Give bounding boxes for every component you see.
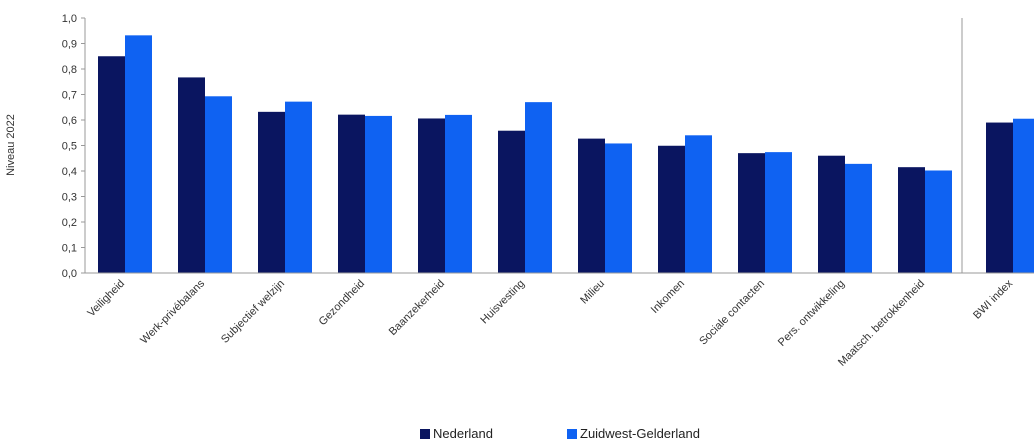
legend-swatch-nederland [420,429,430,439]
bar-zuidwest-gelderland [1013,118,1034,273]
bar-zuidwest-gelderland [845,163,872,273]
bar-zuidwest-gelderland [445,114,472,274]
x-axis-labels: Veiligheid Werk-privébalans Subjectief wel… [85,277,1015,368]
y-tick-label: 0,3 [62,192,77,204]
x-tick-label: Baanzekerheid [387,278,447,338]
bar-nederland [986,122,1013,273]
bar-nederland [738,153,765,273]
bar-zuidwest-gelderland [925,170,952,273]
y-tick-label: 0,5 [62,141,77,153]
x-tick-label: Gezondheid [317,278,367,328]
bar-nederland [98,56,125,273]
x-tick-label: Pers. ontwikkeling [776,278,847,349]
bar-nederland [258,111,285,273]
legend-swatch-zuidwest-gelderland [567,429,577,439]
bar-zuidwest-gelderland [285,101,312,273]
x-tick-label: Werk-privébalans [138,277,207,346]
legend-label-nederland: Nederland [433,426,493,441]
y-tick-label: 1,0 [62,13,77,25]
y-tick-label: 0,1 [62,243,77,255]
bar-zuidwest-gelderland [765,152,792,273]
bar-nederland [418,118,445,273]
bar-nederland [898,167,925,273]
y-tick-label: 0,2 [62,217,77,229]
x-tick-label: Subjectief welzijn [219,278,287,346]
bar-nederland [178,77,205,273]
bars [98,35,1034,274]
bar-zuidwest-gelderland [685,135,712,273]
y-tick-label: 0,6 [62,115,77,127]
y-tick-label: 0,0 [62,268,77,280]
x-tick-label: Huisvesting [478,278,527,327]
bar-zuidwest-gelderland [205,96,232,273]
y-tick-label: 0,8 [62,64,77,76]
x-tick-label: Inkomen [649,278,687,316]
axes [84,18,1034,274]
legend: Nederland Zuidwest-Gelderland [420,426,700,441]
x-tick-label: Sociale contacten [697,278,767,348]
y-tick-label: 0,9 [62,39,77,51]
bar-zuidwest-gelderland [525,102,552,274]
y-tick-label: 0,7 [62,90,77,102]
x-tick-label: Veiligheid [85,278,127,320]
x-tick-label: Milieu [578,278,607,307]
y-axis-ticks: 0,0 0,1 0,2 0,3 0,4 0,5 0,6 0,7 0,8 0,9 1,0 [62,13,85,280]
bar-zuidwest-gelderland [125,35,152,274]
y-axis-label: Niveau 2022 [5,114,17,176]
legend-label-zuidwest-gelderland: Zuidwest-Gelderland [580,426,700,441]
x-tick-label: Maatsch. betrokkenheid [836,278,927,369]
y-tick-label: 0,4 [62,166,77,178]
bar-nederland [658,145,685,273]
bar-zuidwest-gelderland [365,115,392,273]
bar-nederland [578,138,605,273]
x-tick-label: BWI index [971,277,1015,321]
bar-nederland [498,130,525,273]
bar-nederland [818,155,845,273]
bar-zuidwest-gelderland [605,143,632,273]
bar-nederland [338,114,365,274]
